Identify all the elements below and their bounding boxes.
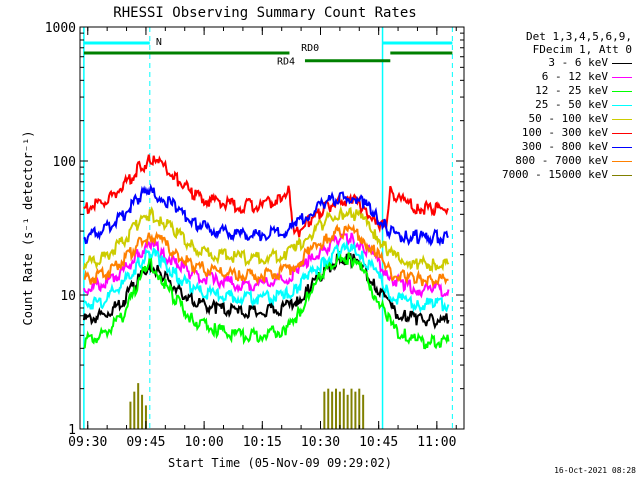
legend-swatch (612, 133, 632, 134)
y-tick-label-2: 100 (53, 155, 76, 170)
legend-label: 12 - 25 keV (535, 84, 608, 97)
plot-frame (79, 26, 465, 430)
legend-swatch (612, 63, 632, 64)
series-line-6 (83, 183, 449, 247)
legend-item: 7000 - 15000 keV (478, 168, 636, 182)
legend-swatch (612, 119, 632, 120)
legend-label: 6 - 12 keV (541, 70, 608, 83)
legend-swatch (612, 91, 632, 92)
x-tick-label-0: 09:30 (68, 435, 107, 450)
y-tick-label-3: 1000 (45, 21, 76, 36)
legend-swatch (612, 105, 632, 106)
y-tick-label-1: 10 (60, 289, 76, 304)
series-line-5 (83, 154, 449, 238)
series-line-1 (82, 230, 450, 299)
series-line-3 (83, 240, 450, 313)
legend-swatch (612, 175, 632, 176)
series-line-4 (82, 205, 450, 274)
footer-date: 16-Oct-2021 08:28 (554, 466, 636, 475)
legend-rows: 3 - 6 keV 6 - 12 keV 12 - 25 keV 25 - 50 ke… (478, 56, 636, 182)
legend-label: 100 - 300 keV (521, 126, 608, 139)
legend-item: 100 - 300 keV (478, 126, 636, 140)
x-tick-label-4: 10:30 (301, 435, 340, 450)
n-flag-label: N (156, 37, 162, 48)
legend-item: 300 - 800 keV (478, 140, 636, 154)
series-layer (82, 154, 450, 429)
legend-item: 50 - 100 keV (478, 112, 636, 126)
y-axis-label: Count Rate (s⁻¹ detector⁻¹) (21, 130, 35, 325)
legend-item: 12 - 25 keV (478, 84, 636, 98)
y-tick-label-0: 1 (68, 423, 76, 438)
axes: 1 10 100 1000 09:30 09:45 10:00 10:15 10:30 10:45… (45, 21, 465, 450)
legend-item: 6 - 12 keV (478, 70, 636, 84)
x-axis-label: Start Time (05-Nov-09 09:29:02) (168, 456, 392, 470)
legend-header-line-1: Det 1,3,4,5,6,9, (526, 30, 632, 43)
legend-label: 7000 - 15000 keV (502, 168, 608, 181)
plot-area (83, 27, 453, 429)
legend-item: 3 - 6 keV (478, 56, 636, 70)
legend-label: 3 - 6 keV (548, 56, 608, 69)
series-line-7 (83, 223, 449, 289)
rd0-flag-label: RD0 (301, 43, 319, 54)
x-tick-label-6: 11:00 (417, 435, 456, 450)
flag-bars: N RD0 RD4 (83, 37, 453, 68)
legend-label: 300 - 800 keV (521, 140, 608, 153)
x-tick-label-5: 10:45 (359, 435, 398, 450)
legend-item: 25 - 50 keV (478, 98, 636, 112)
chart-title: RHESSI Observing Summary Count Rates (113, 5, 416, 21)
x-tick-label-3: 10:15 (243, 435, 282, 450)
x-tick-label-1: 09:45 (126, 435, 165, 450)
legend: Det 1,3,4,5,6,9, FDecim 1, Att 0 3 - 6 k… (478, 30, 636, 182)
series-line-0 (82, 253, 450, 330)
rd4-flag-label: RD4 (277, 57, 295, 68)
legend-swatch (612, 147, 632, 148)
legend-swatch (612, 77, 632, 78)
legend-swatch (612, 161, 632, 162)
legend-item: 800 - 7000 keV (478, 154, 636, 168)
series-line-2 (83, 250, 450, 350)
legend-header-line-2: FDecim 1, Att 0 (532, 43, 632, 56)
legend-label: 50 - 100 keV (528, 112, 608, 125)
x-tick-label-2: 10:00 (185, 435, 224, 450)
legend-label: 25 - 50 keV (535, 98, 608, 111)
legend-label: 800 - 7000 keV (515, 154, 608, 167)
